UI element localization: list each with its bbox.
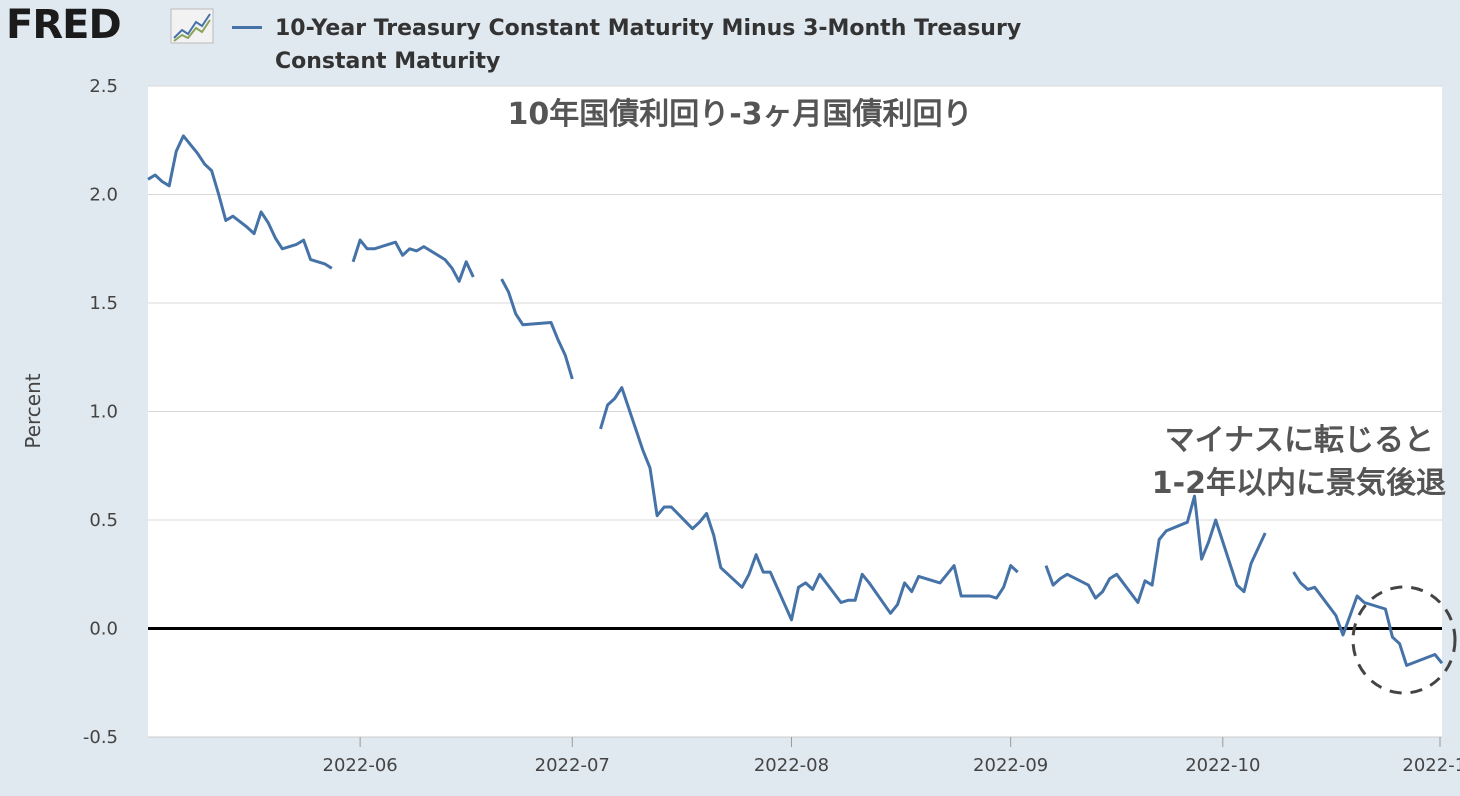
y-tick-label: 0.0 [89,619,118,640]
y-tick-label: 2.5 [89,76,118,97]
highlight-circle [1351,585,1457,695]
series-lines [147,134,1444,667]
x-tick-label: 2022-06 [323,755,398,776]
y-tick-label: -0.5 [83,727,118,748]
annotation-note-line1: マイナスに転じると [1165,423,1434,458]
x-tick-label: 2022-09 [973,755,1048,776]
series-line-segment [147,134,333,270]
legend-swatch [232,26,262,29]
chart-trend-icon [170,8,214,44]
fred-logo[interactable]: FRED [6,2,122,48]
legend-series-label: 10-Year Treasury Constant Maturity Minus… [275,16,1022,74]
x-tick-label: 2022-07 [535,755,610,776]
y-axis-ticks: -0.5 0.0 0.5 1.0 1.5 2.0 2.5 [83,76,118,748]
gridlines [148,85,1442,738]
x-tick-label: 2022-11 [1402,755,1460,776]
series-line-segment [599,386,1019,622]
series-line-segment [351,238,475,283]
y-tick-label: 1.0 [89,402,118,423]
y-tick-label: 0.5 [89,510,118,531]
x-tick-label: 2022-08 [754,755,829,776]
chart-annotation-title: 10年国債利回り-3ヶ月国債利回り [507,97,972,132]
series-line-segment [500,278,574,380]
series-line-segment [1292,571,1444,667]
x-axis-ticks: 2022-06 2022-07 2022-08 2022-09 2022-10 2022-… [148,736,1460,776]
annotation-note-line2: 1-2年以内に景気後退 [1152,466,1446,501]
x-tick-label: 2022-10 [1185,755,1260,776]
y-tick-label: 2.0 [89,185,118,206]
series-line-segment [1044,494,1267,604]
y-axis-label: Percent [21,373,45,448]
chart-header: FRED 10-Year Treasury Constant Maturity … [0,0,1460,80]
y-tick-label: 1.5 [89,293,118,314]
